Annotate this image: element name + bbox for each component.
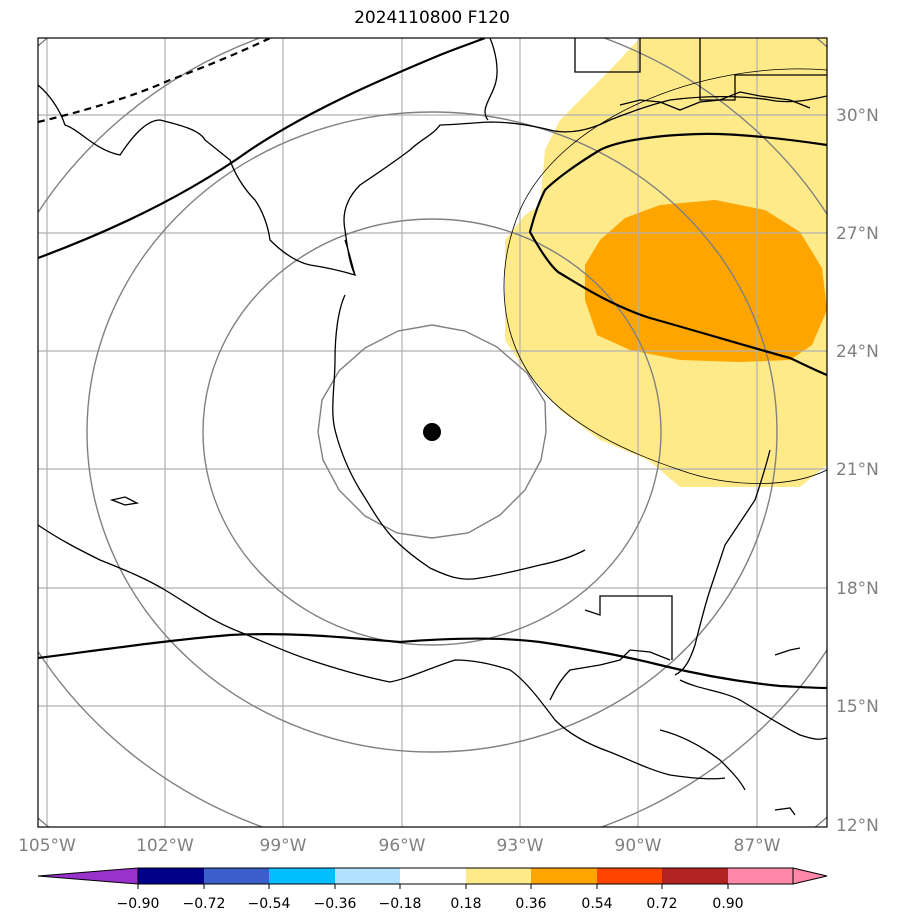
colorbar-tick-label: 0.72: [646, 896, 677, 912]
colorbar-tick-label: −0.18: [379, 896, 422, 912]
lon-label: 90°W: [615, 836, 662, 856]
colorbar-tick-label: −0.90: [117, 896, 160, 912]
colorbar-tick-label: 0.18: [450, 896, 481, 912]
map-title: 2024110800 F120: [354, 8, 510, 28]
lon-label: 96°W: [379, 836, 426, 856]
lon-label: 105°W: [18, 836, 76, 856]
contour-line-thin: [503, 68, 827, 484]
colorbar-tick-label: −0.36: [314, 896, 357, 912]
colorbar-extend-high: [792, 867, 828, 885]
lon-label: 93°W: [497, 836, 544, 856]
lat-label: 18°N: [836, 579, 879, 599]
colorbar-segment: [204, 868, 269, 884]
colorbar-segment: [466, 868, 531, 884]
colorbar-segment: [400, 868, 466, 884]
colorbar-tick-label: −0.54: [248, 896, 291, 912]
colorbar-tick-label: 0.36: [515, 896, 546, 912]
lat-label: 12°N: [836, 816, 879, 836]
lat-label: 30°N: [836, 106, 879, 126]
colorbar-segment: [597, 868, 662, 884]
anomaly-shade-dark: [585, 200, 827, 362]
colorbar-segment: [728, 868, 793, 884]
lon-label: 102°W: [136, 836, 194, 856]
graticule: [38, 38, 827, 827]
contour-lines-thick: [38, 38, 827, 690]
lon-label: 99°W: [260, 836, 307, 856]
coastlines: [38, 38, 827, 816]
storm-center-marker: [423, 423, 441, 441]
colorbar-extend-low: [37, 867, 139, 885]
lat-label: 27°N: [836, 224, 879, 244]
latitude-labels: 30°N 27°N 24°N 21°N 18°N 15°N 12°N: [836, 106, 879, 836]
colorbar-segment: [335, 868, 400, 884]
lat-label: 21°N: [836, 460, 879, 480]
lon-label: 87°W: [734, 836, 781, 856]
lat-label: 24°N: [836, 342, 879, 362]
colorbar-tick-label: −0.72: [183, 896, 226, 912]
colorbar-tick-label: 0.90: [712, 896, 743, 912]
lat-label: 15°N: [836, 697, 879, 717]
longitude-labels: 105°W 102°W 99°W 96°W 93°W 90°W 87°W: [18, 836, 781, 856]
colorbar-segment: [662, 868, 728, 884]
colorbar-segment: [269, 868, 335, 884]
colorbar-tick-label: 0.54: [581, 896, 612, 912]
map-frame: [37, 37, 828, 828]
colorbar: −0.90 −0.72 −0.54 −0.36 −0.18 0.18 0.36 …: [37, 867, 828, 912]
colorbar-segment: [138, 868, 204, 884]
colorbar-segment: [531, 868, 597, 884]
